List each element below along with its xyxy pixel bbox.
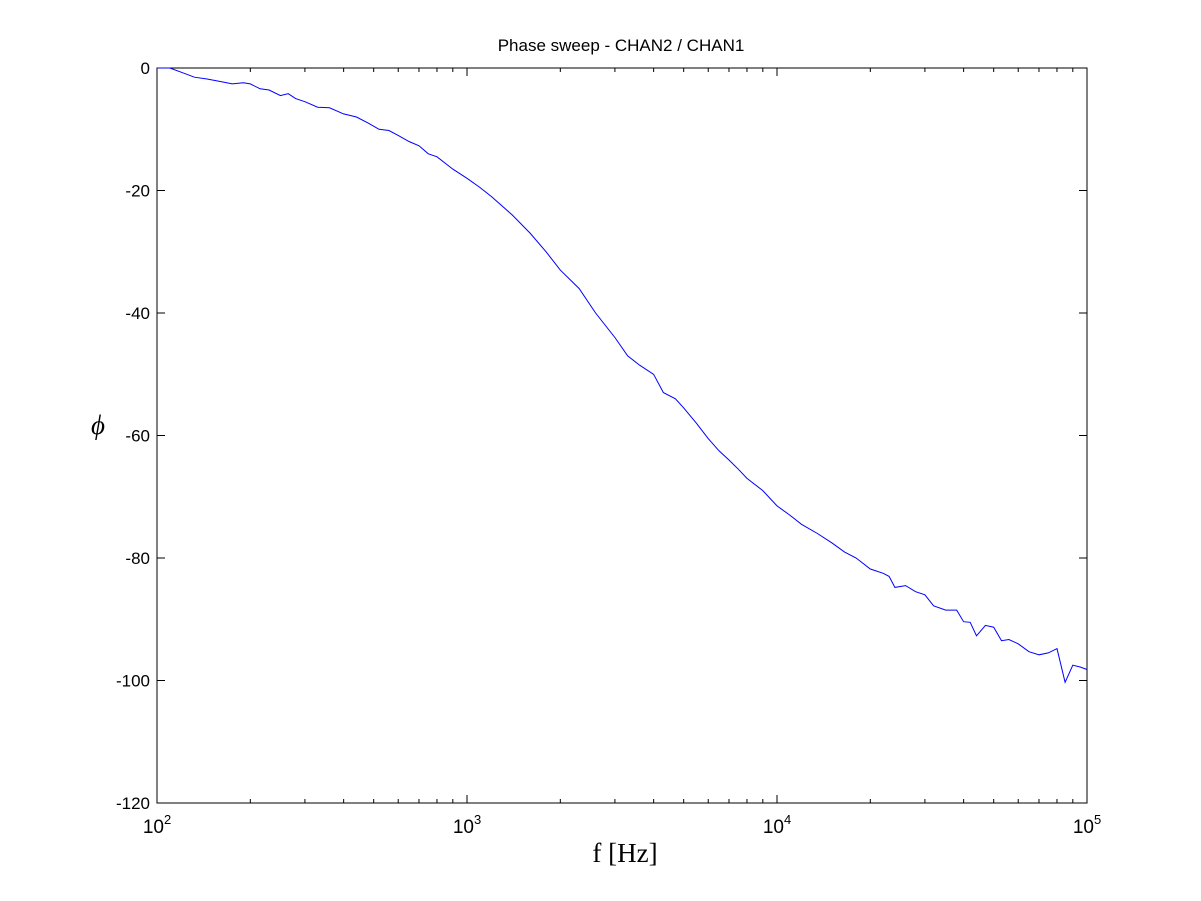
- y-tick-label: -120: [116, 794, 150, 813]
- x-tick-label: 103: [453, 812, 481, 838]
- y-tick-label: -40: [125, 304, 150, 323]
- y-tick-label: 0: [141, 59, 150, 78]
- axis-ticks: [156, 67, 1088, 804]
- y-tick-label: -20: [125, 182, 150, 201]
- phase-series-line: [157, 67, 1088, 684]
- y-tick-label: -80: [125, 549, 150, 568]
- x-tick-label: 102: [143, 812, 171, 838]
- x-tick-label: 105: [1073, 812, 1101, 838]
- y-axis-label: ϕ: [91, 410, 105, 440]
- y-tick-labels: 0 -20 -40 -60 -80 -100 -120: [116, 59, 150, 813]
- y-tick-label: -100: [116, 672, 150, 691]
- x-tick-labels: 102 103 104 105: [143, 812, 1101, 838]
- y-tick-label: -60: [125, 427, 150, 446]
- x-tick-label: 104: [763, 812, 791, 838]
- chart-title: Phase sweep - CHAN2 / CHAN1: [498, 36, 745, 55]
- plot-area: [156, 67, 1088, 804]
- x-axis-label: f [Hz]: [592, 838, 657, 868]
